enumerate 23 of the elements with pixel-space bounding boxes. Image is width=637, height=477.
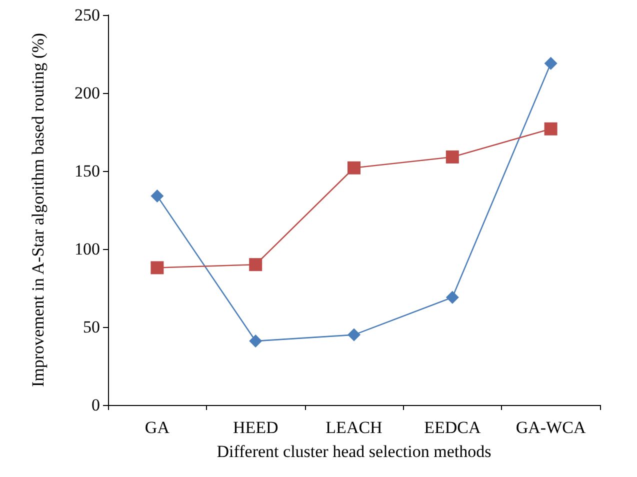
y-tick-label: 0 (92, 396, 100, 414)
point (249, 334, 262, 348)
y-tick-label: 100 (74, 240, 100, 258)
point (150, 189, 164, 202)
y-axis-title: Improvement in A-Star algorithm based routing (%) (28, 32, 48, 388)
y-tick-label: 200 (74, 84, 100, 102)
y-tick-label: 250 (74, 6, 100, 24)
point (249, 258, 262, 272)
point (446, 290, 459, 304)
x-tick-label: HEED (232, 418, 278, 437)
point (348, 161, 360, 174)
y-tick-label: 50 (83, 318, 100, 336)
x-axis-title: Different cluster head selection methods (216, 442, 492, 461)
x-tick-label: GA (144, 418, 170, 437)
x-tick-label: EEDCA (424, 418, 482, 437)
x-tick-label: GA-WCA (516, 418, 586, 437)
y-tick-label: 150 (74, 162, 100, 180)
point (446, 150, 459, 164)
point (544, 56, 558, 70)
point (150, 261, 164, 274)
point (348, 328, 360, 342)
point (544, 122, 558, 136)
x-tick-label: LEACH (326, 418, 382, 437)
